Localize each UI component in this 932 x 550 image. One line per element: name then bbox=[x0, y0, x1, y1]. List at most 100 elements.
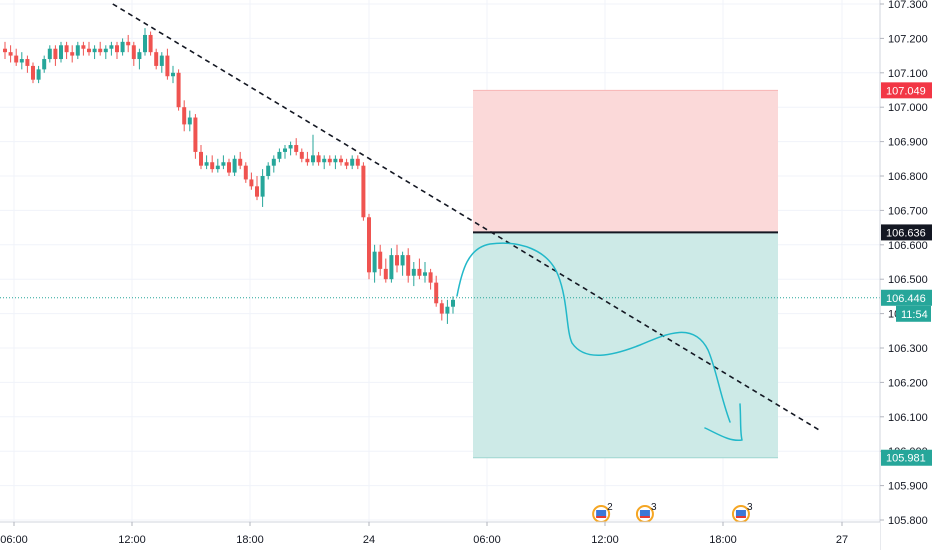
stop-loss-label: 107.049 bbox=[886, 85, 926, 97]
event-flag-stripe bbox=[596, 516, 607, 518]
candle-up bbox=[171, 72, 175, 77]
trend-line[interactable] bbox=[112, 3, 821, 432]
candle-down bbox=[383, 268, 388, 280]
candle-up bbox=[137, 52, 142, 60]
candle-up bbox=[322, 158, 327, 163]
candle-down bbox=[193, 117, 198, 152]
candle-up bbox=[277, 151, 282, 159]
candle-up bbox=[204, 162, 209, 166]
candle-down bbox=[378, 251, 383, 269]
candle-up bbox=[232, 158, 237, 173]
candle-down bbox=[182, 107, 187, 125]
event-marker[interactable]: 2 bbox=[592, 502, 613, 523]
price-tick-label: 106.200 bbox=[888, 377, 928, 389]
candle-down bbox=[299, 151, 304, 159]
entry-label: 106.636 bbox=[886, 227, 926, 239]
candle-down bbox=[81, 45, 86, 49]
candlestick-series bbox=[3, 28, 455, 324]
candle-up bbox=[120, 41, 125, 53]
candle-down bbox=[165, 55, 170, 77]
candle-down bbox=[305, 158, 310, 163]
candle-down bbox=[31, 65, 35, 80]
price-tick-label: 107.300 bbox=[888, 0, 928, 11]
candle-down bbox=[14, 55, 19, 63]
candle-up bbox=[143, 34, 147, 53]
candle-up bbox=[260, 176, 265, 197]
candle-up bbox=[47, 48, 52, 60]
candle-down bbox=[406, 255, 411, 276]
current-price-label: 106.446 bbox=[886, 293, 926, 305]
time-tick-label: 24 bbox=[363, 534, 375, 546]
candle-up bbox=[350, 158, 355, 166]
candle-down bbox=[8, 52, 13, 56]
price-tick-label: 106.600 bbox=[888, 240, 928, 252]
time-tick-label: 06:00 bbox=[0, 534, 28, 546]
candle-down bbox=[428, 272, 433, 283]
candle-down bbox=[249, 179, 254, 187]
candle-down bbox=[199, 151, 203, 166]
candle-down bbox=[294, 145, 299, 152]
candle-up bbox=[333, 158, 338, 163]
candle-up bbox=[159, 55, 164, 66]
event-flag-canton bbox=[735, 510, 746, 517]
time-tick-label: 18:00 bbox=[709, 534, 737, 546]
projection-brush-path[interactable] bbox=[456, 242, 743, 442]
candle-down bbox=[361, 165, 366, 218]
price-tick-label: 107.100 bbox=[888, 68, 928, 80]
price-axis[interactable]: 107.300 107.200 107.100 107.000 106.900 106.8… bbox=[879, 0, 932, 550]
candle-down bbox=[70, 52, 75, 56]
time-tick-label: 06:00 bbox=[473, 534, 501, 546]
event-flag-stripe bbox=[639, 516, 650, 518]
position-zones bbox=[473, 89, 778, 459]
candle-up bbox=[59, 45, 63, 60]
economic-event-markers[interactable]: 2 3 3 bbox=[592, 502, 753, 523]
chart-drawings bbox=[0, 3, 880, 442]
candle-up bbox=[75, 45, 80, 56]
candle-down bbox=[344, 162, 349, 166]
candle-up bbox=[221, 162, 226, 166]
take-profit-badge[interactable] bbox=[881, 449, 932, 466]
event-flag-canton bbox=[596, 510, 607, 517]
take-profit-label: 105.981 bbox=[886, 453, 926, 465]
candle-down bbox=[154, 52, 159, 66]
time-axis-bg bbox=[0, 522, 880, 550]
candle-down bbox=[210, 162, 215, 170]
candle-up bbox=[445, 306, 450, 314]
time-tick-label: 18:00 bbox=[236, 534, 264, 546]
candle-down bbox=[87, 48, 91, 53]
candle-up bbox=[451, 299, 455, 307]
candle-down bbox=[327, 158, 332, 163]
candle-down bbox=[339, 158, 343, 163]
price-tick-label: 106.100 bbox=[888, 412, 928, 424]
countdown-label: 11:54 bbox=[901, 309, 928, 321]
candle-down bbox=[98, 48, 103, 53]
candle-down bbox=[227, 162, 231, 173]
candle-down bbox=[25, 59, 30, 66]
candle-down bbox=[434, 282, 439, 304]
event-count: 2 bbox=[607, 502, 613, 513]
candle-down bbox=[355, 158, 360, 166]
event-marker[interactable]: 3 bbox=[635, 502, 657, 523]
candle-down bbox=[176, 72, 181, 108]
candle-up bbox=[423, 272, 427, 276]
candle-down bbox=[64, 45, 69, 53]
candle-down bbox=[417, 268, 422, 276]
candle-up bbox=[389, 255, 394, 280]
price-tick-label: 106.500 bbox=[888, 274, 928, 286]
time-axis[interactable]: 06:00 12:00 18:00 24 06:00 12:00 18:00 27 bbox=[0, 521, 880, 550]
candle-down bbox=[148, 34, 153, 53]
stop-loss-badge[interactable] bbox=[881, 82, 932, 99]
event-marker[interactable]: 3 bbox=[731, 502, 753, 523]
candle-down bbox=[439, 303, 444, 314]
price-tick-label: 106.800 bbox=[888, 171, 928, 183]
candle-up bbox=[283, 148, 287, 152]
current-price-badge[interactable] bbox=[881, 289, 932, 306]
candle-up bbox=[103, 48, 108, 53]
reward-zone bbox=[473, 232, 778, 458]
candle-up bbox=[271, 158, 276, 166]
candle-up bbox=[372, 251, 377, 273]
candle-down bbox=[131, 45, 136, 60]
price-tick-label: 106.900 bbox=[888, 137, 928, 149]
entry-badge[interactable] bbox=[881, 224, 932, 241]
